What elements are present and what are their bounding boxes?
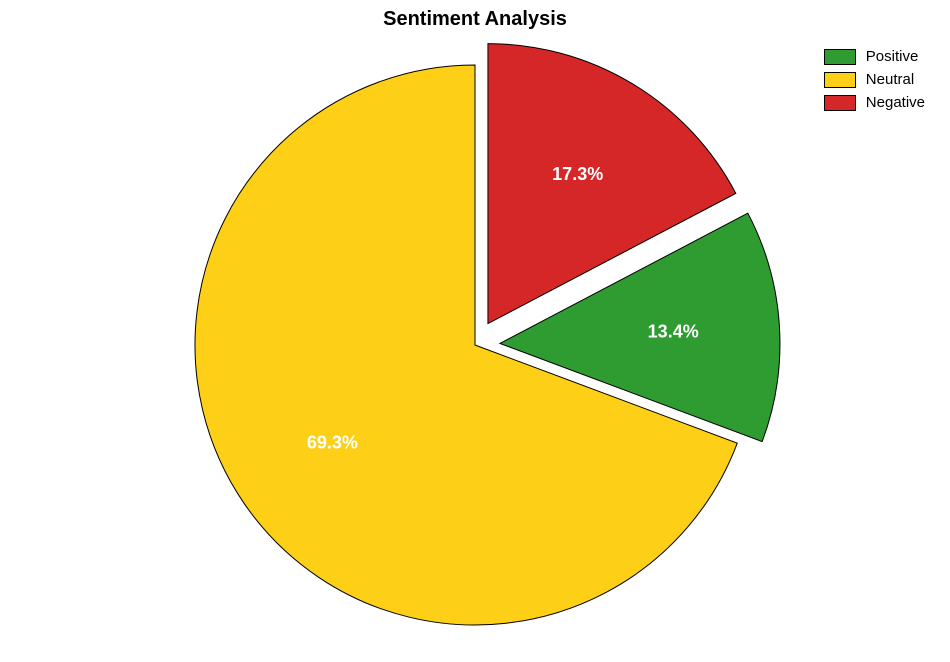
legend-swatch-neutral [824,72,856,88]
legend-label-negative: Negative [866,94,925,111]
legend-label-neutral: Neutral [866,71,914,88]
legend-swatch-positive [824,49,856,65]
legend-label-positive: Positive [866,48,919,65]
legend-item-neutral: Neutral [824,71,925,88]
slice-label-negative: 17.3% [552,164,603,184]
slice-label-positive: 13.4% [648,321,699,341]
sentiment-pie-chart: Sentiment Analysis 17.3%13.4%69.3% Posit… [0,0,950,662]
legend-swatch-negative [824,95,856,111]
legend-item-negative: Negative [824,94,925,111]
pie-svg: 17.3% 13.4% 69.3% [0,0,950,662]
legend-item-positive: Positive [824,48,925,65]
legend: Positive Neutral Negative [824,48,925,117]
slice-label-neutral: 69.3% [307,433,358,453]
